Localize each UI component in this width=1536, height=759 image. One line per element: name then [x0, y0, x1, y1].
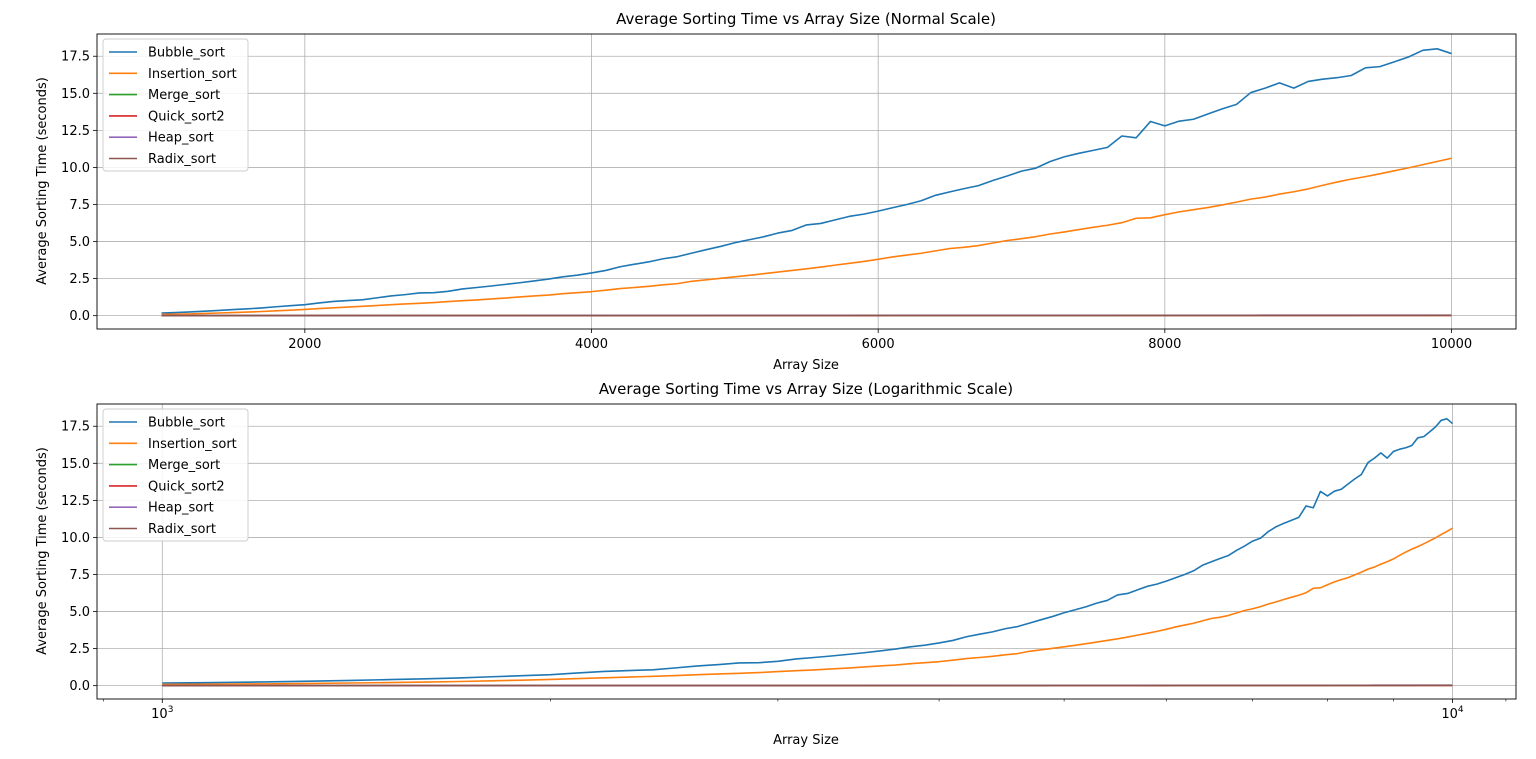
legend-label: Bubble_sort [148, 416, 225, 431]
y-tick-label: 15.0 [61, 87, 90, 102]
axes-frame [96, 33, 1517, 330]
x-tick-label: 10000 [1431, 337, 1472, 352]
legend-label: Quick_sort2 [148, 479, 225, 494]
y-tick-label: 0.0 [69, 309, 90, 324]
legend-label: Quick_sort2 [148, 109, 225, 124]
y-tick-label: 17.5 [61, 50, 90, 65]
chart-title: Average Sorting Time vs Array Size (Loga… [599, 380, 1013, 398]
legend-box [102, 38, 249, 172]
y-tick-label: 15.0 [61, 457, 90, 472]
x-axis-label: Array Size [773, 358, 839, 373]
legend-label: Bubble_sort [148, 46, 225, 61]
x-tick-label: 8000 [1148, 337, 1181, 352]
x-tick-label: 2000 [288, 337, 321, 352]
chart-title: Average Sorting Time vs Array Size (Norm… [616, 10, 996, 28]
legend-label: Radix_sort [148, 152, 216, 167]
series-line-bubble-sort [162, 418, 1454, 684]
axes-frame [96, 403, 1517, 700]
legend-label: Radix_sort [148, 522, 216, 537]
y-tick-label: 2.5 [69, 642, 90, 657]
x-tick-label: 103 [151, 705, 173, 722]
x-tick-label: 4000 [575, 337, 608, 352]
series-line-bubble-sort [161, 48, 1452, 314]
x-tick-label: 6000 [862, 337, 895, 352]
series-line-insertion-sort [162, 527, 1453, 686]
y-tick-label: 7.5 [69, 568, 90, 583]
legend-box [102, 408, 249, 542]
y-tick-label: 12.5 [61, 124, 90, 139]
y-tick-label: 0.0 [69, 679, 90, 694]
chart-log-scale: Average Sorting Time vs Array Size (Loga… [35, 380, 1517, 748]
legend-label: Heap_sort [148, 131, 214, 146]
legend-label: Insertion_sort [148, 437, 237, 452]
y-tick-label: 5.0 [69, 605, 90, 620]
legend-label: Insertion_sort [148, 67, 237, 82]
y-tick-label: 5.0 [69, 235, 90, 250]
legend-label: Merge_sort [148, 458, 220, 473]
legend-label: Merge_sort [148, 88, 220, 103]
x-axis-label: Array Size [773, 733, 839, 748]
legend-label: Heap_sort [148, 501, 214, 516]
y-axis-label: Average Sorting Time (seconds) [35, 447, 50, 655]
y-tick-label: 2.5 [69, 272, 90, 287]
legend: Bubble_sort Insertion_sort Merge_sort Quick… [102, 38, 249, 172]
y-tick-label: 17.5 [61, 420, 90, 435]
y-tick-label: 12.5 [61, 494, 90, 509]
y-axis-label: Average Sorting Time (seconds) [35, 77, 50, 285]
y-tick-label: 10.0 [61, 531, 90, 546]
y-tick-label: 7.5 [69, 198, 90, 213]
series-line-insertion-sort [161, 157, 1452, 316]
y-tick-label: 10.0 [61, 161, 90, 176]
chart-normal-scale: Average Sorting Time vs Array Size (Norm… [35, 10, 1517, 373]
legend: Bubble_sort Insertion_sort Merge_sort Quick… [102, 408, 249, 542]
x-tick-label: 104 [1441, 705, 1464, 722]
